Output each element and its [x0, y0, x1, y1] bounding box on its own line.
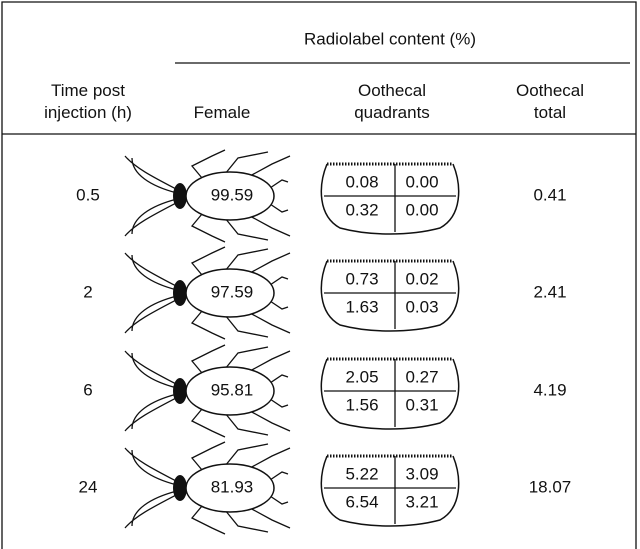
female-illustration: [124, 344, 291, 438]
quadrant-cell: 3.09: [405, 464, 438, 483]
column-header: Time post injection (h): [44, 81, 132, 122]
quadrant-cell: 6.54: [345, 492, 378, 511]
column-header: Oothecal total: [516, 81, 584, 122]
quadrant-cell: 3.21: [405, 492, 438, 511]
quadrant-cell: 1.63: [345, 297, 378, 316]
quadrant-cell: 0.02: [405, 269, 438, 288]
quadrant-cell: 5.22: [345, 464, 378, 483]
time-cell: 6: [83, 380, 92, 399]
quadrant-cell: 0.73: [345, 269, 378, 288]
quadrant-cell: 0.00: [405, 200, 438, 219]
quadrant-cell: 0.03: [405, 297, 438, 316]
quadrant-cell: 0.27: [405, 367, 438, 386]
female-illustration: [124, 441, 291, 535]
female-cell: 81.93: [211, 477, 254, 496]
female-cell: 99.59: [211, 185, 254, 204]
quadrant-cell: 0.32: [345, 200, 378, 219]
quadrant-cell: 1.56: [345, 395, 378, 414]
female-cell: 97.59: [211, 282, 254, 301]
total-cell: 2.41: [533, 282, 566, 301]
quadrant-cell: 2.05: [345, 367, 378, 386]
group-header: Radiolabel content (%): [304, 29, 476, 48]
female-cell: 95.81: [211, 380, 254, 399]
quadrant-cell: 0.08: [345, 172, 378, 191]
total-cell: 4.19: [533, 380, 566, 399]
time-cell: 0.5: [76, 185, 100, 204]
column-header: Oothecal quadrants: [354, 81, 430, 122]
female-illustration: [124, 246, 291, 340]
column-header: Female: [194, 103, 251, 122]
quadrant-cell: 0.31: [405, 395, 438, 414]
total-cell: 0.41: [533, 185, 566, 204]
time-cell: 24: [79, 477, 98, 496]
total-cell: 18.07: [529, 477, 572, 496]
female-illustration: [124, 149, 291, 243]
quadrant-cell: 0.00: [405, 172, 438, 191]
time-cell: 2: [83, 282, 92, 301]
